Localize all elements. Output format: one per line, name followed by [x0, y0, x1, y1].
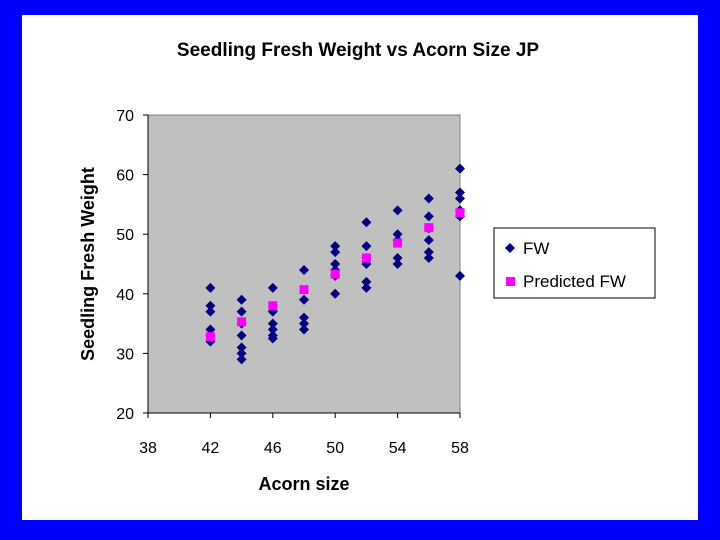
fw-data-point — [205, 324, 216, 335]
fw-data-point — [299, 264, 309, 275]
fw-data-point — [423, 235, 434, 246]
predicted-fw-data-point — [393, 238, 403, 248]
plot-area — [147, 114, 461, 414]
fw-data-point — [330, 259, 341, 269]
fw-data-point — [455, 187, 465, 198]
fw-data-point — [205, 300, 216, 311]
x-tick-label: 58 — [451, 440, 469, 457]
fw-data-point — [361, 276, 372, 287]
legend-fw-label: FW — [523, 239, 549, 258]
predicted-fw-data-point — [205, 332, 215, 342]
legend-fw-marker — [505, 243, 515, 253]
y-tick-label: 40 — [116, 287, 134, 304]
fw-data-point — [423, 247, 434, 258]
fw-data-point — [236, 348, 247, 359]
fw-data-point — [205, 282, 216, 293]
fw-data-point — [267, 324, 278, 335]
predicted-fw-data-point — [237, 317, 247, 327]
fw-data-point — [236, 294, 247, 305]
y-tick-label: 60 — [116, 168, 134, 185]
x-tick-label: 54 — [389, 440, 407, 457]
x-tick-label: 46 — [264, 440, 282, 457]
predicted-fw-data-point — [299, 285, 309, 295]
predicted-fw-data-point — [330, 269, 340, 279]
predicted-fw-data-point — [361, 253, 371, 263]
data-points — [205, 163, 465, 365]
x-axis-label: Acorn size — [258, 474, 349, 494]
fw-data-point — [205, 306, 216, 317]
fw-data-point — [236, 330, 247, 341]
fw-data-point — [392, 205, 403, 216]
x-tick-label: 38 — [139, 440, 157, 457]
legend-entry-fw: FW — [505, 239, 549, 258]
y-tick-label: 50 — [116, 227, 134, 244]
fw-data-point — [423, 193, 434, 204]
x-axis: 38 42 46 50 54 58 — [139, 412, 469, 457]
fw-data-point — [267, 282, 278, 293]
fw-data-point — [236, 306, 247, 317]
legend-entry-predicted-fw: Predicted FW — [506, 272, 626, 291]
y-tick-label: 30 — [116, 346, 134, 363]
legend-predicted-label: Predicted FW — [523, 272, 626, 291]
legend: FW Predicted FW — [493, 227, 656, 299]
fw-data-point — [299, 324, 309, 335]
slide: Seedling Fresh Weight vs Acorn Size JP 2… — [22, 15, 698, 520]
fw-data-point — [361, 241, 372, 252]
y-tick-label: 20 — [116, 406, 134, 423]
x-tick-label: 50 — [326, 440, 344, 457]
legend-predicted-marker — [506, 277, 515, 286]
fw-data-point — [361, 217, 372, 228]
fw-data-point — [236, 342, 247, 353]
fw-data-point — [330, 288, 341, 299]
fw-data-point — [361, 282, 372, 293]
fw-data-point — [330, 241, 341, 252]
fw-data-point — [299, 318, 309, 329]
scatter-chart: Seedling Fresh Weight vs Acorn Size JP 2… — [78, 40, 656, 494]
fw-data-point — [267, 318, 278, 329]
fw-data-point — [299, 312, 309, 323]
fw-data-point — [392, 229, 403, 240]
legend-box — [493, 227, 656, 299]
predicted-fw-data-point — [455, 208, 465, 218]
y-axis-label: Seedling Fresh Weight — [78, 167, 98, 361]
predicted-fw-data-point — [424, 223, 434, 233]
fw-data-point — [423, 253, 434, 264]
fw-data-point — [236, 354, 247, 365]
fw-data-point — [423, 211, 434, 222]
fw-data-point — [267, 333, 278, 344]
fw-data-point — [455, 270, 465, 281]
x-tick-label: 42 — [202, 440, 220, 457]
fw-data-point — [392, 253, 403, 264]
fw-data-point — [392, 259, 403, 269]
fw-data-point — [455, 163, 465, 174]
fw-data-point — [299, 294, 309, 305]
y-axis: 20 30 40 50 60 70 — [116, 108, 149, 423]
chart-title: Seedling Fresh Weight vs Acorn Size JP — [177, 40, 539, 61]
fw-data-point — [455, 193, 465, 204]
y-tick-label: 70 — [116, 108, 134, 125]
fw-data-point — [330, 247, 341, 258]
predicted-fw-data-point — [268, 301, 278, 311]
